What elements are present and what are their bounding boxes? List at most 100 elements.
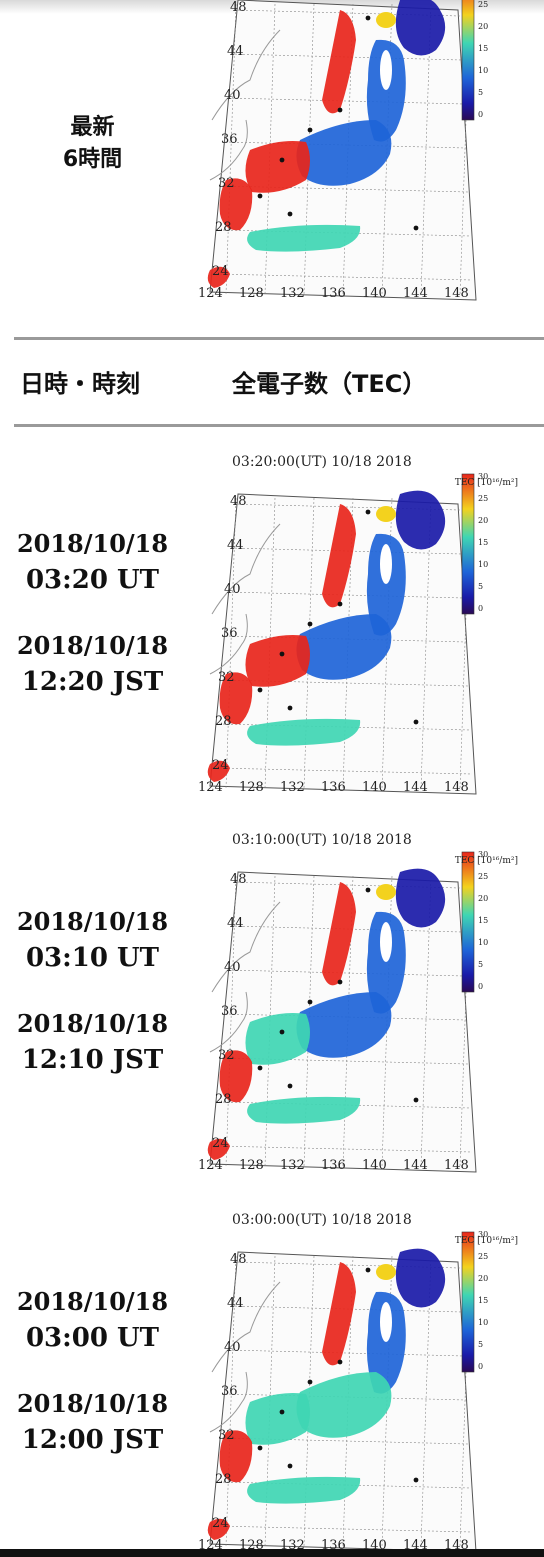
lat-tick-label: 24	[212, 1516, 229, 1531]
lon-tick-label: 144	[403, 780, 428, 795]
table-row: 2018/10/18 03:00 UT 2018/10/18 12:00 JST…	[0, 1200, 544, 1553]
lon-tick-label: 140	[362, 286, 387, 301]
tec-map[interactable]: 03:00:00(UT) 10/18 2018 TEC [10¹⁶/m²] 48 44…	[190, 1208, 520, 1553]
lat-tick-label: 40	[224, 88, 241, 103]
latest-label-line2: 6時間	[62, 147, 123, 172]
colorbar-tick-label: 10	[478, 66, 489, 75]
nav-bar	[0, 1549, 544, 1557]
lon-tick-label: 136	[321, 1158, 346, 1173]
lat-tick-label: 36	[221, 1004, 238, 1019]
colorbar-tick-label: 20	[478, 22, 489, 31]
jst-time: 12:10 JST	[21, 1045, 164, 1075]
map-title: 03:00:00(UT) 10/18 2018	[232, 1212, 412, 1228]
lat-tick-label: 40	[224, 960, 241, 975]
colorbar-tick-label: 15	[478, 1296, 489, 1305]
lat-tick-label: 44	[227, 1296, 244, 1311]
colorbar-tick-label: 20	[478, 1274, 489, 1283]
jst-date: 2018/10/18	[16, 1389, 169, 1418]
lon-tick-label: 144	[403, 1158, 428, 1173]
table-row: 2018/10/18 03:10 UT 2018/10/18 12:10 JST…	[0, 820, 544, 1190]
colorbar-unit: TEC [10¹⁶/m²]	[454, 1236, 518, 1246]
timestamp: 2018/10/18 03:10 UT 2018/10/18 12:10 JST	[0, 904, 185, 1078]
lon-tick-label: 128	[239, 1158, 264, 1173]
ut-date: 2018/10/18	[16, 907, 169, 936]
lat-tick-label: 32	[218, 176, 235, 191]
ut-time: 03:20 UT	[25, 565, 160, 595]
header-datetime: 日時・時刻	[20, 370, 140, 398]
ut-date: 2018/10/18	[16, 1287, 169, 1316]
colorbar-tick-label: 15	[478, 538, 489, 547]
lat-tick-label: 36	[221, 1384, 238, 1399]
timestamp: 2018/10/18 03:20 UT 2018/10/18 12:20 JST	[0, 526, 185, 700]
lon-tick-label: 128	[239, 286, 264, 301]
jst-date: 2018/10/18	[16, 1009, 169, 1038]
colorbar-tick-label: 5	[478, 88, 484, 97]
colorbar-tick-label: 10	[478, 938, 489, 947]
colorbar-tick-label: 30	[478, 850, 489, 859]
ut-time: 03:10 UT	[25, 943, 160, 973]
latest-label: 最新 6時間	[0, 112, 185, 176]
lon-tick-label: 124	[198, 286, 223, 301]
colorbar-tick-label: 25	[478, 494, 489, 503]
colorbar-unit: TEC [10¹⁶/m²]	[454, 856, 518, 866]
lon-tick-label: 144	[403, 286, 428, 301]
lat-tick-label: 40	[224, 582, 241, 597]
lat-tick-label: 28	[215, 714, 232, 729]
lon-tick-label: 136	[321, 286, 346, 301]
colorbar-tick-label: 5	[478, 960, 484, 969]
timestamp: 2018/10/18 03:00 UT 2018/10/18 12:00 JST	[0, 1284, 185, 1458]
tec-map[interactable]: 03:10:00(UT) 10/18 2018 TEC [10¹⁶/m²] 48 44…	[190, 828, 520, 1178]
lon-tick-label: 124	[198, 1158, 223, 1173]
colorbar-tick-label: 20	[478, 894, 489, 903]
jst-time: 12:20 JST	[21, 667, 164, 697]
lon-tick-label: 132	[280, 780, 305, 795]
map-title: 03:20:00(UT) 10/18 2018	[232, 454, 412, 470]
lat-tick-label: 36	[221, 132, 238, 147]
colorbar-tick-label: 0	[478, 110, 484, 119]
colorbar-tick-label: 20	[478, 516, 489, 525]
latest-label-line1: 最新	[70, 115, 115, 140]
divider	[14, 337, 544, 340]
lon-tick-label: 124	[198, 780, 223, 795]
divider	[14, 424, 544, 427]
jst-date: 2018/10/18	[16, 631, 169, 660]
colorbar-unit: TEC [10¹⁶/m²]	[454, 478, 518, 488]
lat-tick-label: 48	[230, 494, 247, 509]
lon-tick-label: 148	[444, 286, 469, 301]
table-row: 2018/10/18 03:20 UT 2018/10/18 12:20 JST…	[0, 440, 544, 810]
tec-map-graphic	[207, 851, 477, 1173]
colorbar-tick-label: 25	[478, 0, 489, 9]
lat-tick-label: 48	[230, 0, 247, 15]
lat-tick-label: 24	[212, 264, 229, 279]
lat-tick-label: 32	[218, 1428, 235, 1443]
lon-tick-label: 140	[362, 780, 387, 795]
colorbar-tick-label: 0	[478, 604, 484, 613]
latest-row: 最新 6時間 48 44 40 36 32 28 24 124 128 132 136 140 144 1…	[0, 0, 544, 336]
lon-tick-label: 140	[362, 1158, 387, 1173]
ut-time: 03:00 UT	[25, 1323, 160, 1353]
colorbar-tick-label: 10	[478, 1318, 489, 1327]
colorbar-tick-label: 15	[478, 916, 489, 925]
lat-tick-label: 44	[227, 538, 244, 553]
lat-tick-label: 48	[230, 1252, 247, 1267]
tec-map[interactable]: 03:20:00(UT) 10/18 2018 TEC [10¹⁶/m²] 48 44…	[190, 450, 520, 800]
lat-tick-label: 32	[218, 670, 235, 685]
lat-tick-label: 28	[215, 1472, 232, 1487]
map-title: 03:10:00(UT) 10/18 2018	[232, 832, 412, 848]
lat-tick-label: 32	[218, 1048, 235, 1063]
lon-tick-label: 136	[321, 780, 346, 795]
latest-tec-map[interactable]: 48 44 40 36 32 28 24 124 128 132 136 140 144 148 25 20 1…	[190, 0, 520, 330]
header-tec: 全電子数（TEC）	[232, 370, 427, 398]
lat-tick-label: 24	[212, 758, 229, 773]
colorbar-tick-label: 5	[478, 1340, 484, 1349]
colorbar-tick-label: 25	[478, 872, 489, 881]
lat-tick-label: 28	[215, 220, 232, 235]
colorbar-tick-label: 30	[478, 472, 489, 481]
lat-tick-label: 44	[227, 916, 244, 931]
lat-tick-label: 48	[230, 872, 247, 887]
lat-tick-label: 44	[227, 44, 244, 59]
lon-tick-label: 132	[280, 286, 305, 301]
colorbar-tick-label: 0	[478, 982, 484, 991]
colorbar-tick-label: 15	[478, 44, 489, 53]
ut-date: 2018/10/18	[16, 529, 169, 558]
